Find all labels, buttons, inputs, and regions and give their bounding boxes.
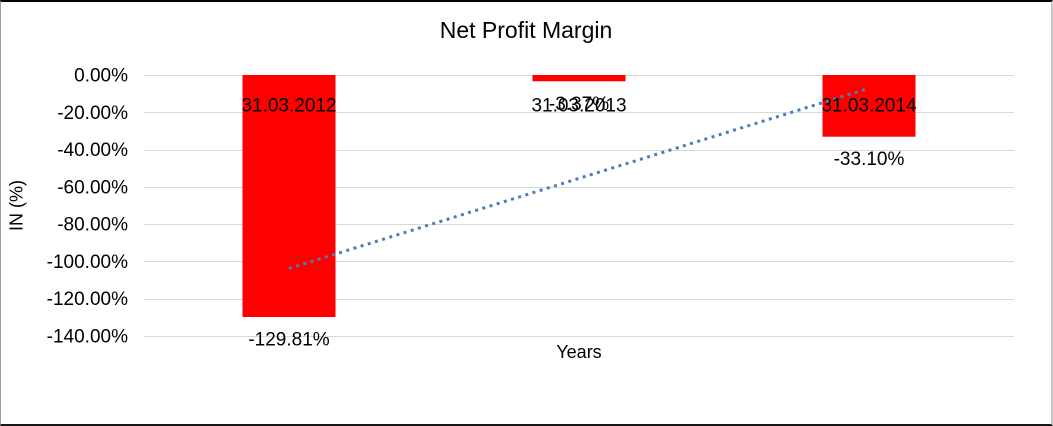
y-tick-label: -120.00%	[47, 289, 128, 310]
chart-title: Net Profit Margin	[439, 17, 613, 43]
category-label: 31.03.2014	[821, 96, 917, 117]
bar-31.03.2014	[822, 75, 916, 137]
category-label: 31.03.2012	[241, 96, 336, 117]
y-tick-label: -40.00%	[57, 140, 128, 161]
data-label: -33.10%	[834, 149, 905, 170]
y-tick-label: -80.00%	[57, 215, 128, 236]
y-tick-label: -140.00%	[47, 327, 128, 348]
x-axis-title: Years	[556, 342, 602, 362]
data-label: -129.81%	[248, 330, 329, 351]
y-tick-label: 0.00%	[74, 66, 128, 87]
category-label: 31.03.2013	[531, 96, 626, 117]
data-label: -3.37%	[549, 94, 609, 115]
y-tick-label: -60.00%	[57, 177, 128, 198]
bar-31.03.2012	[242, 75, 336, 318]
bar-31.03.2013	[532, 75, 626, 82]
y-tick-label: -100.00%	[47, 252, 128, 273]
y-tick-label: -20.00%	[57, 103, 128, 124]
